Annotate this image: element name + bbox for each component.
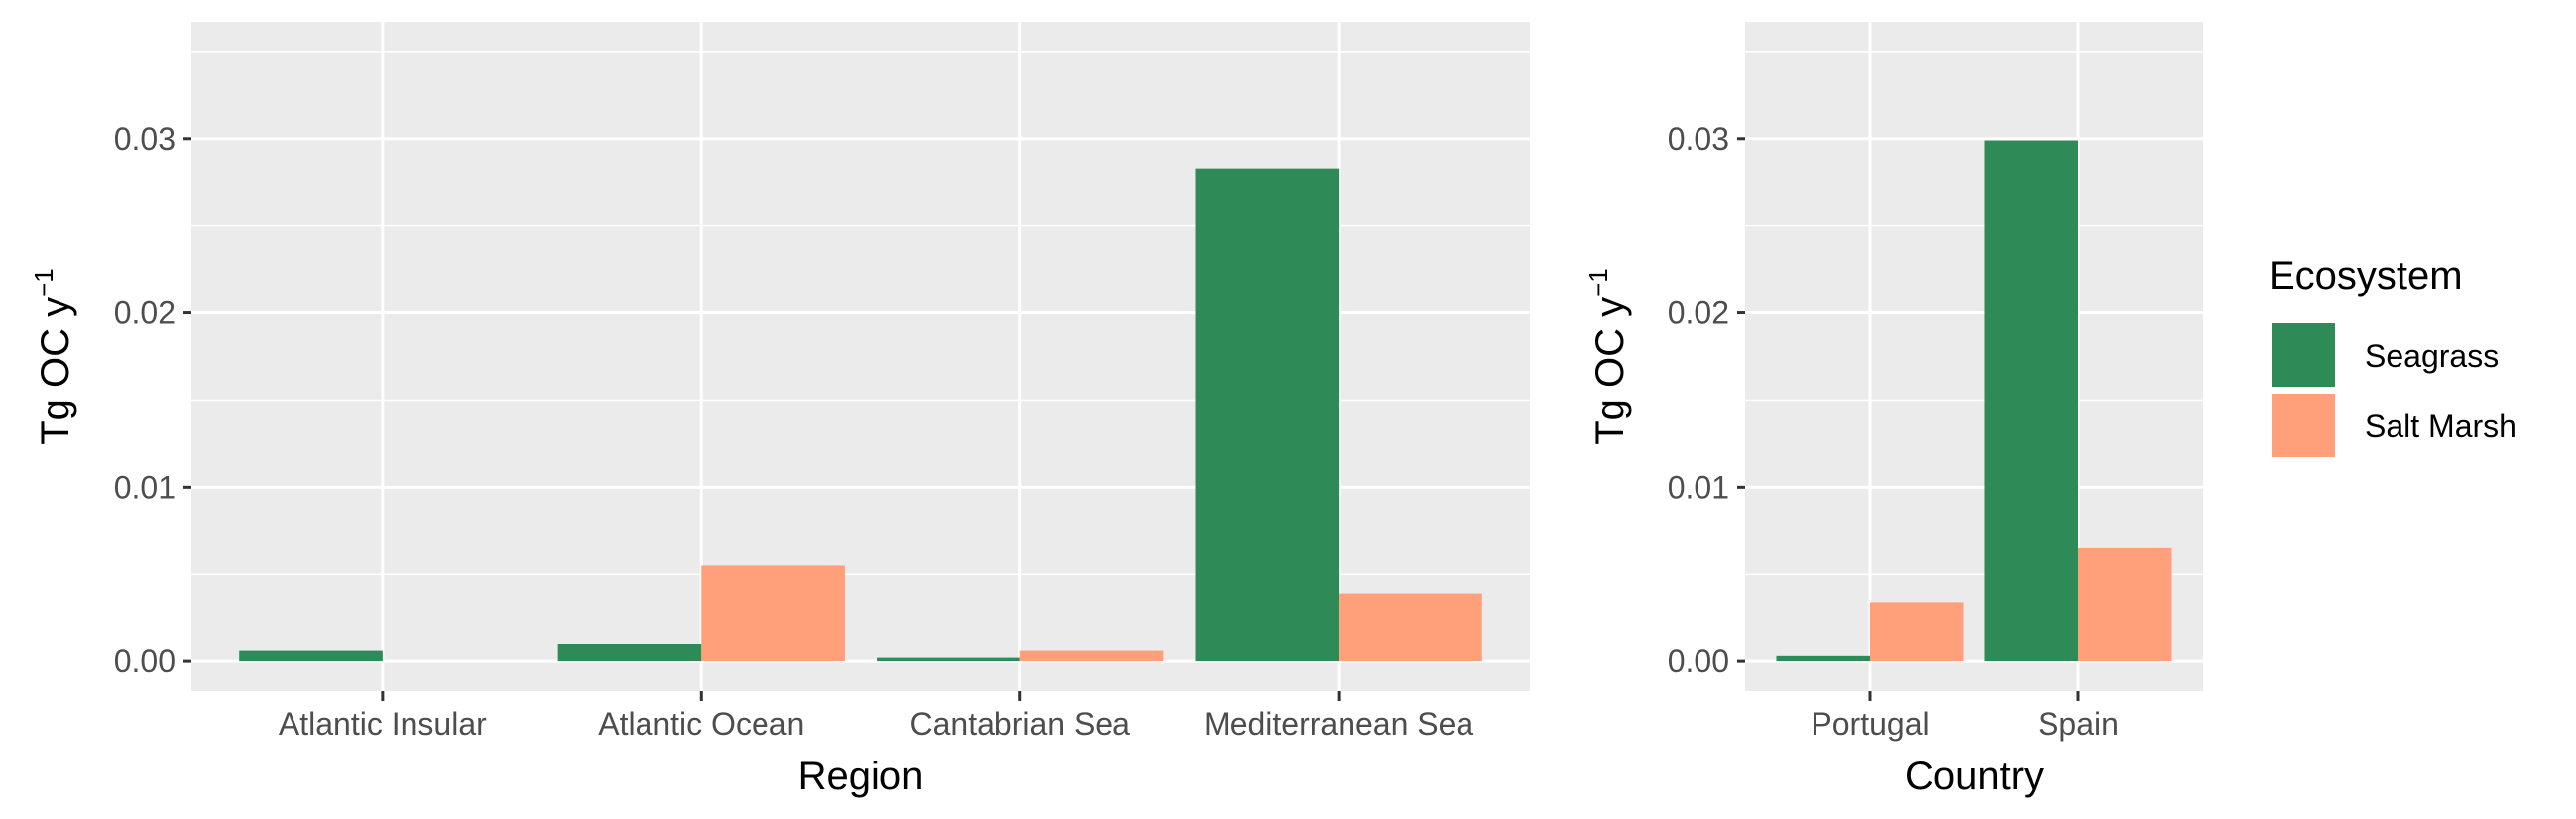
legend: Ecosystem Seagrass Salt Marsh: [2269, 254, 2517, 459]
bar-salt-marsh-mediterranean-sea: [1339, 593, 1482, 662]
y-tick-label: 0.03: [1668, 121, 1729, 157]
legend-label-salt-marsh: Salt Marsh: [2365, 409, 2517, 444]
bar-seagrass-atlantic-ocean: [557, 644, 702, 662]
x-axis-title: Country: [1905, 755, 2044, 798]
bar-salt-marsh-cantabrian-sea: [1019, 650, 1164, 662]
x-tick-label-atlantic-insular: Atlantic Insular: [279, 706, 487, 742]
y-tick-label: 0.02: [1668, 295, 1729, 331]
x-axis-title: Region: [798, 755, 924, 798]
bar-seagrass-cantabrian-sea: [877, 657, 1020, 662]
legend-label-seagrass: Seagrass: [2365, 338, 2499, 374]
y-tick-label: 0.00: [114, 644, 176, 679]
country-bar-chart: 0.00 0.01 0.02 0.03 Portugal Spain Country Tg O…: [1583, 22, 2203, 798]
x-tick-label-portugal: Portugal: [1811, 706, 1929, 742]
bar-salt-marsh-atlantic-ocean: [701, 565, 845, 662]
y-tick-label: 0.02: [114, 295, 176, 331]
y-axis-title: Tg OC y−1: [1583, 268, 1632, 445]
legend-key-seagrass: [2270, 321, 2337, 389]
x-tick-label-spain: Spain: [2038, 706, 2119, 742]
bar-salt-marsh-portugal: [1870, 602, 1964, 662]
y-tick-label: 0.01: [114, 469, 176, 505]
legend-item-seagrass: Seagrass: [2270, 321, 2499, 389]
bar-seagrass-portugal: [1776, 655, 1870, 662]
y-axis-title: Tg OC y−1: [29, 268, 77, 445]
legend-item-salt-marsh: Salt Marsh: [2270, 392, 2517, 459]
bar-salt-marsh-spain: [2078, 547, 2172, 662]
bar-seagrass-mediterranean-sea: [1195, 168, 1340, 662]
legend-title: Ecosystem: [2269, 254, 2463, 297]
x-tick-label-atlantic-ocean: Atlantic Ocean: [598, 706, 804, 742]
bar-seagrass-spain: [1984, 140, 2078, 662]
x-tick-label-cantabrian-sea: Cantabrian Sea: [910, 706, 1131, 742]
legend-key-salt-marsh: [2270, 392, 2337, 459]
x-tick-label-mediterranean-sea: Mediterranean Sea: [1204, 706, 1473, 742]
y-tick-label: 0.00: [1668, 644, 1729, 679]
y-tick-label: 0.01: [1668, 469, 1729, 505]
bar-seagrass-atlantic-insular: [239, 650, 383, 662]
y-tick-label: 0.03: [114, 121, 176, 157]
region-bar-chart: 0.00 0.01 0.02 0.03 Atlantic Insular Atlantic…: [29, 22, 1530, 798]
